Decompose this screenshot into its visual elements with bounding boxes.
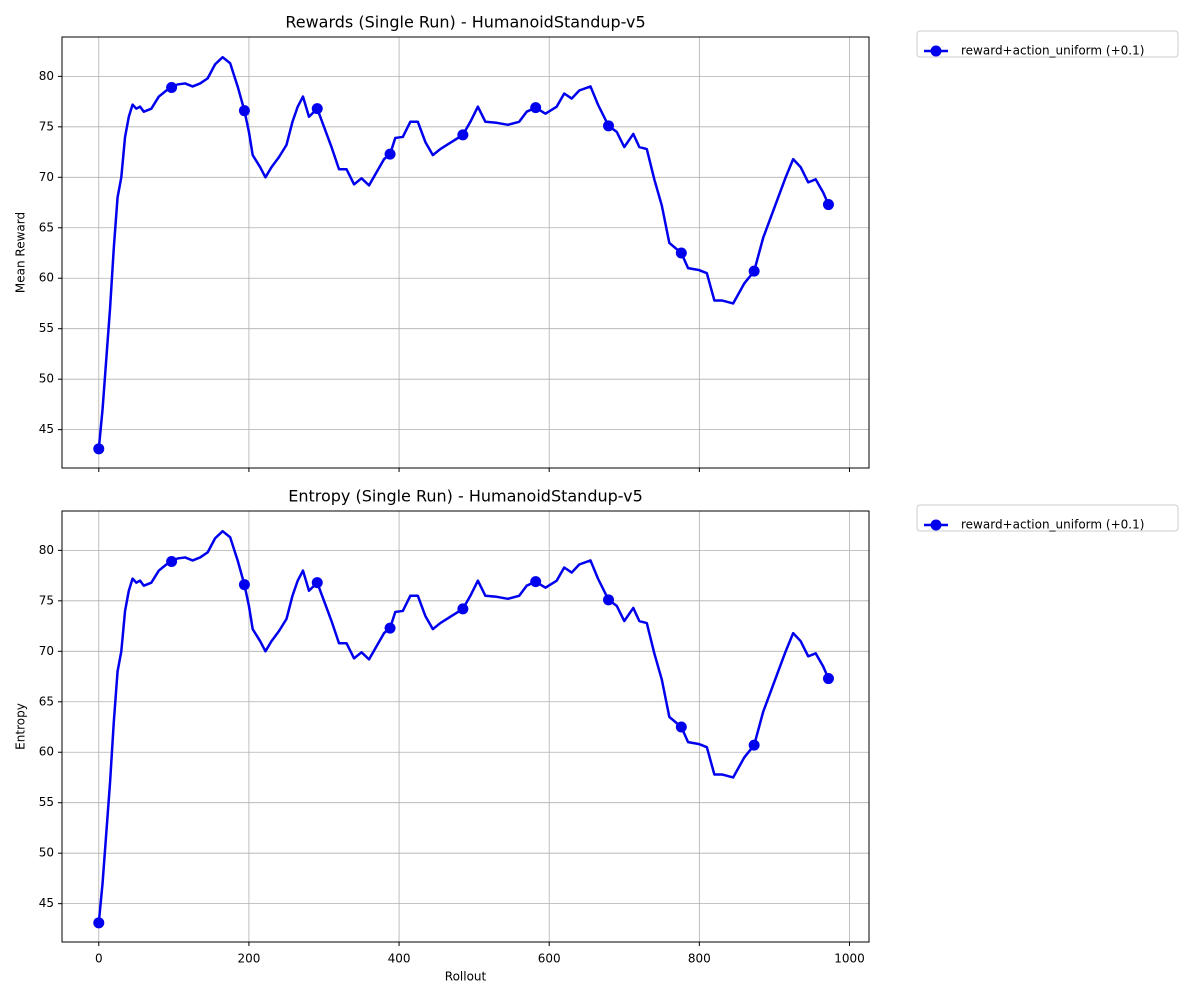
y-tick-label: 65 [39, 220, 54, 234]
y-tick-label: 60 [39, 271, 54, 285]
x-tick-label: 400 [388, 952, 411, 966]
y-tick-label: 45 [39, 422, 54, 436]
legend-marker [930, 45, 942, 57]
marker [603, 594, 615, 606]
marker [822, 673, 834, 685]
marker [384, 622, 396, 634]
marker [238, 105, 250, 117]
legend-label: reward+action_uniform (+0.1) [961, 518, 1144, 532]
marker [675, 721, 687, 733]
marker [822, 199, 834, 211]
marker [166, 555, 178, 567]
marker [311, 577, 323, 589]
y-tick-label: 45 [39, 896, 54, 910]
chart-title: Rewards (Single Run) - HumanoidStandup-v… [285, 13, 645, 32]
marker [93, 917, 105, 929]
legend-marker [930, 519, 942, 531]
y-tick-label: 65 [39, 694, 54, 708]
series-line [97, 529, 832, 923]
y-axis-label: Entropy [14, 703, 28, 750]
marker [311, 103, 323, 115]
x-axis-label: Rollout [445, 970, 487, 984]
plot-frame [61, 510, 870, 943]
y-tick-label: 50 [39, 372, 54, 386]
y-tick-label: 75 [39, 119, 54, 133]
legend-box [916, 504, 1179, 532]
x-tick-label: 200 [237, 952, 260, 966]
marker [384, 148, 396, 160]
marker [238, 579, 250, 591]
plot-frame [61, 36, 870, 469]
marker [530, 102, 542, 114]
x-tick-label: 1000 [834, 952, 865, 966]
y-tick-label: 70 [39, 644, 54, 658]
marker [675, 247, 687, 259]
marker [530, 576, 542, 588]
marker [457, 603, 469, 615]
x-tick-label: 600 [538, 952, 561, 966]
y-tick-label: 80 [39, 543, 54, 557]
y-tick-label: 55 [39, 795, 54, 809]
y-tick-label: 70 [39, 170, 54, 184]
series-line [97, 55, 832, 449]
y-tick-label: 55 [39, 321, 54, 335]
y-axis-label: Mean Reward [14, 212, 28, 293]
x-tick-label: 0 [95, 952, 103, 966]
marker [93, 443, 105, 455]
marker [748, 739, 760, 751]
chart-title: Entropy (Single Run) - HumanoidStandup-v… [288, 487, 643, 506]
x-tick-label: 800 [688, 952, 711, 966]
marker [748, 265, 760, 277]
y-tick-label: 50 [39, 846, 54, 860]
y-tick-label: 75 [39, 593, 54, 607]
y-tick-label: 60 [39, 745, 54, 759]
marker [166, 81, 178, 93]
legend-box [916, 30, 1179, 58]
legend-label: reward+action_uniform (+0.1) [961, 44, 1144, 58]
marker [603, 120, 615, 132]
y-tick-label: 80 [39, 69, 54, 83]
marker [457, 129, 469, 141]
